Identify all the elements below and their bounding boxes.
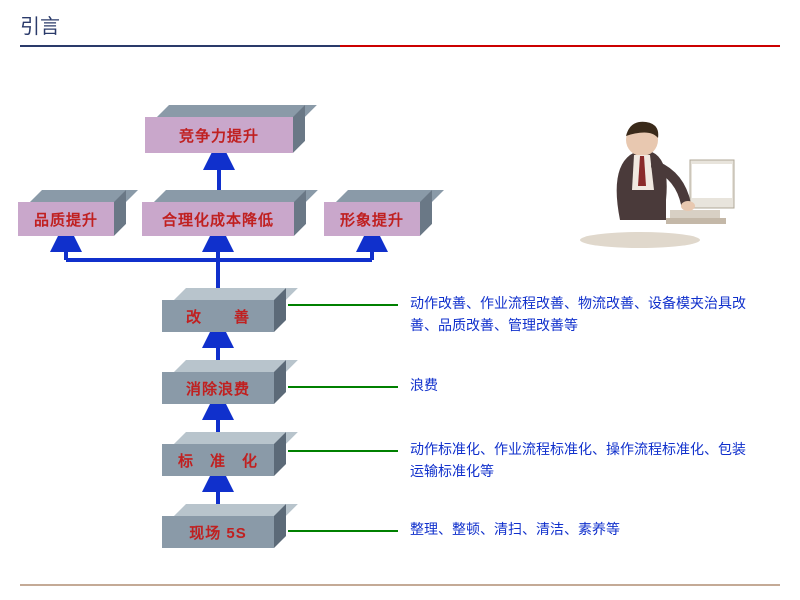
box-standardize: 标 准 化 (162, 432, 286, 476)
footer-line (20, 584, 780, 586)
box-label-waste: 消除浪费 (162, 372, 274, 404)
annotation-line-waste (288, 386, 398, 388)
box-label-competitiveness: 竞争力提升 (145, 117, 293, 153)
box-label-kaizen: 改 善 (162, 300, 274, 332)
diagram-canvas: 竞争力提升品质提升合理化成本降低形象提升改 善消除浪费标 准 化现场 5S 动作改… (0, 60, 800, 580)
page-title: 引言 (0, 0, 800, 45)
annotation-line-kaizen (288, 304, 398, 306)
box-label-fiveS: 现场 5S (162, 516, 274, 548)
annotation-line-fiveS (288, 530, 398, 532)
businessman-illustration (570, 100, 740, 250)
box-kaizen: 改 善 (162, 288, 286, 332)
annotation-text-kaizen: 动作改善、作业流程改善、物流改善、设备模夹治具改善、品质改善、管理改善等 (410, 292, 750, 337)
annotation-text-waste: 浪费 (410, 374, 750, 396)
box-rationalize: 合理化成本降低 (142, 190, 306, 236)
box-quality: 品质提升 (18, 190, 126, 236)
annotation-text-standardize: 动作标准化、作业流程标准化、操作流程标准化、包装运输标准化等 (410, 438, 750, 483)
box-label-image: 形象提升 (324, 202, 420, 236)
annotation-text-fiveS: 整理、整顿、清扫、清洁、素养等 (410, 518, 750, 540)
box-waste: 消除浪费 (162, 360, 286, 404)
box-label-standardize: 标 准 化 (162, 444, 274, 476)
box-image: 形象提升 (324, 190, 432, 236)
annotation-line-standardize (288, 450, 398, 452)
box-competitiveness: 竞争力提升 (145, 105, 305, 153)
box-label-quality: 品质提升 (18, 202, 114, 236)
box-fiveS: 现场 5S (162, 504, 286, 548)
box-label-rationalize: 合理化成本降低 (142, 202, 294, 236)
